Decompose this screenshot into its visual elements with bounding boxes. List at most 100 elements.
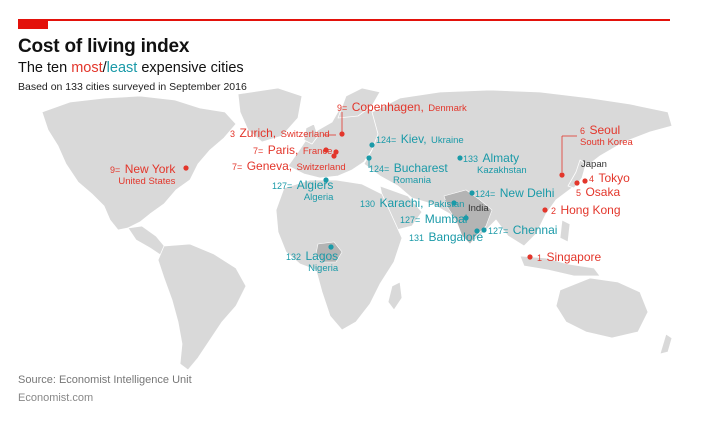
page-title: Cost of living index: [18, 36, 190, 57]
brand-tag: [18, 19, 48, 29]
label-newdelhi: 124= New Delhi: [475, 187, 554, 200]
country-newyork: United States: [118, 176, 176, 187]
city-tokyo: Tokyo: [598, 171, 630, 185]
rank-osaka: 5: [576, 188, 582, 198]
dot-almaty: [457, 155, 463, 161]
north-america-landmass: [41, 95, 237, 231]
dot-mumbai: [463, 215, 469, 221]
country-almaty: Kazakhstan: [477, 165, 527, 176]
dot-singapore: [527, 254, 533, 260]
label-kiev: 124= Kiev, Ukraine: [376, 133, 464, 147]
indonesia-landmass: [519, 255, 601, 277]
country-paris: France: [302, 146, 333, 157]
top-rule: [18, 19, 670, 21]
rank-bangalore: 131: [409, 233, 425, 243]
label-newyork: 9= New York United States: [110, 163, 175, 188]
page-subtitle: The ten most/least expensive cities: [18, 60, 244, 76]
label-singapore: 1 Singapore: [537, 251, 601, 264]
dot-kiev: [369, 142, 375, 148]
label-hongkong: 2 Hong Kong: [551, 204, 621, 217]
rank-newdelhi: 124=: [475, 189, 496, 199]
city-hongkong: Hong Kong: [560, 203, 621, 217]
city-kiev: Kiev,: [400, 132, 427, 146]
country-geneva: Switzerland: [296, 162, 346, 173]
country-label-india: India: [468, 203, 489, 214]
label-seoul: 6 Seoul South Korea: [580, 124, 633, 149]
country-label-japan: Japan: [581, 159, 607, 170]
city-almaty: Almaty: [482, 151, 520, 165]
label-osaka: 5 Osaka: [576, 186, 620, 199]
dot-paris: [323, 147, 329, 153]
central-america-landmass: [127, 225, 167, 257]
dot-copenhagen: [339, 131, 345, 137]
subtitle-sep: /: [102, 60, 107, 76]
country-copenhagen: Denmark: [428, 103, 467, 114]
britain-landmass: [303, 123, 319, 145]
asia-landmass: [363, 89, 673, 247]
label-algiers: 127= Algiers Algeria: [272, 179, 333, 204]
city-zurich: Zurich,: [239, 126, 277, 140]
dot-bangalore: [474, 228, 480, 234]
rank-copenhagen: 9=: [337, 103, 348, 113]
label-bangalore: 131 Bangalore: [409, 231, 483, 244]
dot-zurich: [333, 149, 339, 155]
city-bangalore: Bangalore: [428, 230, 484, 244]
label-paris: 7= Paris, France: [253, 144, 332, 158]
dot-osaka: [574, 180, 580, 186]
country-seoul: South Korea: [580, 137, 633, 148]
rank-singapore: 1: [537, 253, 543, 263]
rank-mumbai: 127=: [400, 215, 421, 225]
label-geneva: 7= Geneva, Switzerland: [232, 160, 346, 174]
city-singapore: Singapore: [546, 250, 602, 264]
rank-newyork: 9=: [110, 165, 121, 175]
new-zealand-landmass: [659, 333, 673, 355]
australia-landmass: [555, 277, 649, 339]
country-zurich: Switzerland: [280, 129, 330, 140]
dot-algiers: [323, 177, 329, 183]
city-algiers: Algiers: [296, 178, 334, 192]
rank-hongkong: 2: [551, 206, 557, 216]
dot-geneva: [331, 153, 337, 159]
scandinavia-landmass: [337, 87, 381, 119]
dot-hongkong: [542, 207, 548, 213]
subtitle-pre: The ten: [18, 60, 72, 76]
city-lagos: Lagos: [305, 249, 339, 263]
dot-karachi: [451, 200, 457, 206]
label-lagos: 132 Lagos Nigeria: [286, 250, 338, 275]
label-bucharest: 124= Bucharest Romania: [369, 162, 448, 187]
rank-tokyo: 4: [589, 174, 595, 184]
label-zurich: 3 Zurich, Switzerland: [230, 127, 330, 141]
city-seoul: Seoul: [589, 123, 621, 137]
japan-landmass: [567, 159, 587, 189]
city-mumbai: Mumbai: [424, 212, 468, 226]
country-kiev: Ukraine: [430, 135, 464, 146]
city-chennai: Chennai: [512, 223, 558, 237]
dot-lagos: [328, 244, 334, 250]
rank-lagos: 132: [286, 252, 302, 262]
nigeria-highlight: [315, 241, 343, 263]
rank-zurich: 3: [230, 129, 236, 139]
country-lagos: Nigeria: [308, 263, 339, 274]
country-karachi: Pakistan: [427, 199, 465, 210]
subtitle-least: least: [106, 60, 138, 76]
city-copenhagen: Copenhagen,: [351, 100, 424, 114]
city-geneva: Geneva,: [246, 159, 293, 173]
label-almaty: 133 Almaty Kazakhstan: [463, 152, 527, 177]
rank-kiev: 124=: [376, 135, 397, 145]
label-karachi: 130 Karachi, Pakistan: [360, 197, 464, 211]
dot-tokyo: [582, 178, 588, 184]
rank-algiers: 127=: [272, 181, 293, 191]
greenland-landmass: [237, 87, 303, 143]
subtitle-post: expensive cities: [137, 60, 244, 76]
city-newdelhi: New Delhi: [499, 186, 555, 200]
city-karachi: Karachi,: [379, 196, 424, 210]
label-mumbai: 127= Mumbai: [400, 213, 467, 226]
rank-seoul: 6: [580, 126, 586, 136]
dot-newdelhi: [469, 190, 475, 196]
country-algiers: Algeria: [303, 192, 334, 203]
philippines-landmass: [559, 219, 571, 243]
dot-seoul: [559, 172, 565, 178]
rank-almaty: 133: [463, 154, 479, 164]
survey-note: Based on 133 cities surveyed in Septembe…: [18, 81, 247, 93]
